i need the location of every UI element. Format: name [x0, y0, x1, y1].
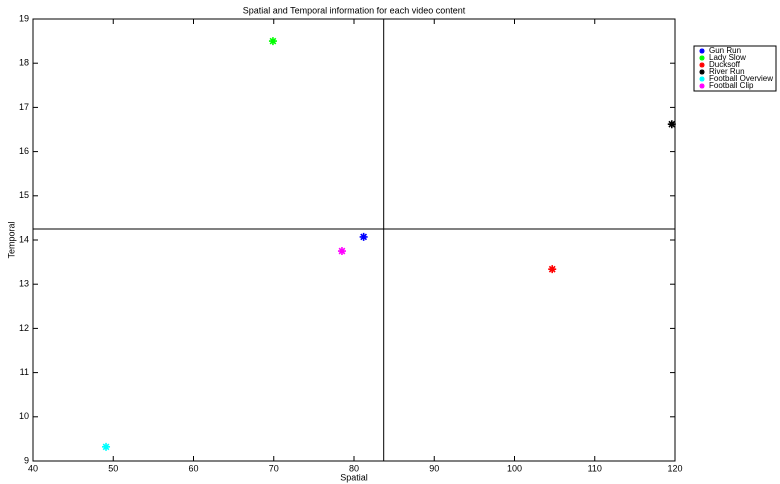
point: [337, 247, 346, 256]
legend-label: Gun Run: [709, 46, 741, 55]
point: [667, 120, 676, 129]
x-tick-label: 120: [667, 463, 682, 473]
x-tick-label: 100: [507, 463, 522, 473]
legend-label: Football Overview: [709, 74, 773, 83]
legend-label: River Run: [709, 67, 745, 76]
x-tick-label: 70: [269, 463, 279, 473]
legend-marker: [699, 48, 705, 54]
legend-marker: [699, 62, 705, 68]
x-tick-label: 110: [588, 463, 602, 473]
legend-label: Football Clip: [709, 81, 754, 90]
legend-marker: [699, 83, 705, 89]
x-tick-label: 60: [188, 463, 198, 473]
y-axis-label: Temporal: [6, 221, 16, 258]
y-tick-label: 18: [19, 58, 29, 68]
legend-marker: [699, 55, 705, 61]
y-tick-label: 15: [19, 190, 29, 200]
legend-label: Ducksoff: [709, 60, 741, 69]
plot-frame: [32, 18, 676, 462]
y-tick-label: 10: [19, 411, 29, 421]
legend-box: [693, 45, 777, 92]
point: [548, 265, 557, 274]
y-tick-label: 17: [19, 102, 29, 112]
y-tick-label: 16: [19, 146, 29, 156]
y-tick-label: 19: [19, 13, 29, 23]
y-tick-label: 11: [20, 367, 29, 377]
chart-title: Spatial and Temporal information for eac…: [243, 5, 466, 15]
legend-marker: [699, 76, 705, 82]
y-tick-label: 12: [19, 323, 29, 333]
x-axis-label: Spatial: [340, 472, 368, 482]
x-tick-label: 40: [28, 463, 38, 473]
x-tick-label: 80: [349, 463, 359, 473]
point: [359, 232, 368, 241]
point: [268, 37, 277, 46]
y-tick-label: 14: [19, 234, 29, 244]
x-tick-label: 90: [429, 463, 439, 473]
y-tick-label: 13: [19, 279, 29, 289]
legend-label: Lady Slow: [709, 53, 746, 62]
x-tick-label: 50: [108, 463, 118, 473]
legend-marker: [699, 69, 705, 75]
y-tick-label: 9: [24, 455, 29, 465]
point: [102, 442, 111, 451]
